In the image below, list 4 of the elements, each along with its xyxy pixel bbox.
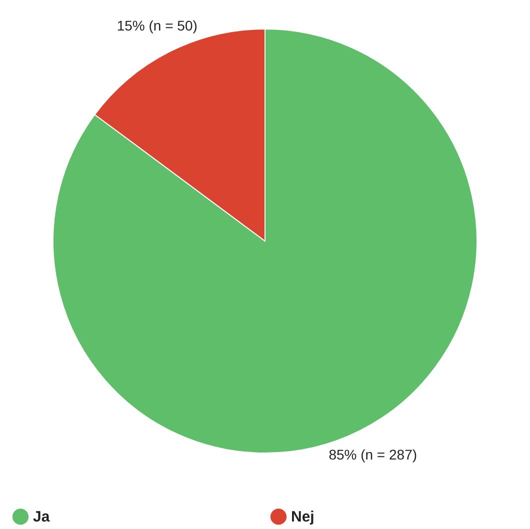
data-label: 15% (n = 50)	[116, 18, 198, 34]
data-label: 85% (n = 287)	[328, 446, 418, 462]
legend-label: Ja	[33, 508, 50, 526]
legend-label: Nej	[291, 508, 314, 526]
